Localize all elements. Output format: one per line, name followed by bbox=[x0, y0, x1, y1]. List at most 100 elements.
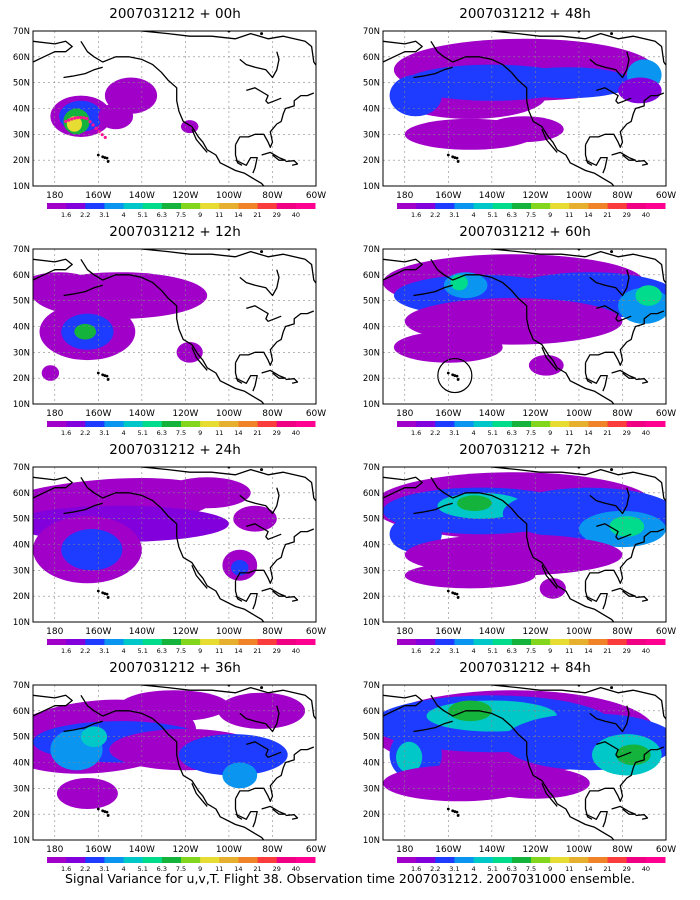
coastlines bbox=[33, 249, 316, 404]
colorbar: 1.6 2.2 3.1 4 5.1 6.3 7.5 9 11 14 21 29 40 bbox=[397, 421, 666, 436]
lat-label: 40N bbox=[13, 323, 30, 333]
colorbar-level-label: 2.2 bbox=[430, 647, 440, 654]
lat-label: 10N bbox=[363, 400, 380, 410]
map-panel-60h: 2007031212 + 60h 70N 60N 50N 40N 30N 20N 10N 180… bbox=[350, 218, 700, 436]
lat-label: 10N bbox=[363, 836, 380, 846]
colorbar-level-label: 11 bbox=[565, 429, 573, 436]
colorbar-level-label: 7.5 bbox=[526, 429, 536, 436]
colorbar-level-label: 9 bbox=[548, 865, 552, 872]
lon-label: 80W bbox=[262, 845, 282, 855]
coastlines bbox=[383, 685, 666, 840]
colorbar-level-label: 9 bbox=[198, 429, 202, 436]
lon-label: 180 bbox=[396, 409, 413, 419]
lat-label: 60N bbox=[363, 271, 380, 281]
lon-label: 80W bbox=[262, 627, 282, 637]
colorbar-level-label: 11 bbox=[215, 211, 223, 218]
lon-label: 80W bbox=[612, 845, 632, 855]
lon-label: 180 bbox=[46, 845, 63, 855]
map-panel-72h: 2007031212 + 72h 70N 60N 50N 40N 30N 20N 10N 180… bbox=[350, 436, 700, 654]
colorbar-level-label: 2.2 bbox=[430, 211, 440, 218]
lon-label: 60W bbox=[656, 409, 676, 419]
colorbar-level-label: 7.5 bbox=[176, 429, 186, 436]
colorbar-level-label: 21 bbox=[253, 211, 261, 218]
lat-label: 70N bbox=[363, 681, 380, 691]
colorbar-level-label: 14 bbox=[234, 647, 242, 654]
coastlines bbox=[33, 685, 316, 840]
panel-title: 2007031212 + 84h bbox=[459, 660, 591, 676]
lon-label: 120W bbox=[172, 191, 198, 201]
lon-label: 160W bbox=[435, 191, 461, 201]
colorbar-level-label: 3.1 bbox=[449, 865, 459, 872]
colorbar-level-label: 2.2 bbox=[80, 865, 90, 872]
colorbar-level-label: 1.6 bbox=[411, 211, 421, 218]
colorbar-level-label: 1.6 bbox=[411, 429, 421, 436]
colorbar-level-label: 2.2 bbox=[80, 647, 90, 654]
colorbar-level-label: 29 bbox=[273, 211, 281, 218]
lon-label: 100W bbox=[566, 627, 592, 637]
graticule bbox=[33, 685, 316, 840]
map-panel-24h: 2007031212 + 24h 70N 60N 50N 40N 30N 20N 10N 180… bbox=[0, 436, 350, 654]
figure-caption: Signal Variance for u,v,T. Flight 38. Ob… bbox=[65, 871, 635, 886]
colorbar-level-label: 6.3 bbox=[507, 211, 517, 218]
variance-map: 70N 60N 50N 40N 30N 20N 10N 180 160W 140W 120W 100W… bbox=[13, 245, 326, 436]
panel-title: 2007031212 + 12h bbox=[109, 224, 241, 240]
lat-label: 70N bbox=[363, 27, 380, 37]
lat-label: 70N bbox=[13, 27, 30, 37]
lon-label: 180 bbox=[46, 191, 63, 201]
flight-track bbox=[64, 115, 107, 140]
lat-label: 50N bbox=[363, 79, 380, 89]
lat-label: 10N bbox=[363, 182, 380, 192]
lat-label: 40N bbox=[363, 541, 380, 551]
colorbar-level-label: 9 bbox=[198, 647, 202, 654]
colorbar-level-label: 4 bbox=[122, 211, 126, 218]
colorbar-level-label: 40 bbox=[642, 211, 650, 218]
colorbar: 1.6 2.2 3.1 4 5.1 6.3 7.5 9 11 14 21 29 40 bbox=[47, 857, 316, 872]
colorbar-level-label: 6.3 bbox=[157, 647, 167, 654]
graticule bbox=[33, 31, 316, 186]
colorbar-level-label: 21 bbox=[603, 429, 611, 436]
colorbar-level-label: 6.3 bbox=[507, 647, 517, 654]
colorbar-level-label: 6.3 bbox=[157, 865, 167, 872]
variance-map: 70N 60N 50N 40N 30N 20N 10N 180 160W 140W 120W 100W… bbox=[363, 27, 676, 218]
colorbar-level-label: 2.2 bbox=[430, 429, 440, 436]
coastlines bbox=[383, 31, 666, 186]
colorbar-level-label: 40 bbox=[642, 865, 650, 872]
colorbar-level-label: 40 bbox=[292, 429, 300, 436]
lat-label: 40N bbox=[13, 759, 30, 769]
variance-field bbox=[383, 690, 666, 802]
lon-label: 140W bbox=[129, 191, 155, 201]
lat-label: 20N bbox=[13, 374, 30, 384]
lon-label: 60W bbox=[656, 845, 676, 855]
lat-label: 20N bbox=[363, 156, 380, 166]
variance-map: 70N 60N 50N 40N 30N 20N 10N 180 160W 140W 120W 100W… bbox=[363, 245, 676, 436]
panel-title: 2007031212 + 24h bbox=[109, 442, 241, 458]
colorbar-level-label: 9 bbox=[548, 429, 552, 436]
colorbar-level-label: 21 bbox=[603, 211, 611, 218]
lat-label: 70N bbox=[13, 463, 30, 473]
lon-label: 180 bbox=[46, 409, 63, 419]
lat-label: 20N bbox=[363, 810, 380, 820]
variance-field bbox=[383, 472, 666, 599]
variance-map: 70N 60N 50N 40N 30N 20N 10N 180 160W 140W 120W 100W… bbox=[13, 463, 326, 654]
lon-label: 80W bbox=[262, 191, 282, 201]
colorbar-level-label: 1.6 bbox=[411, 865, 421, 872]
lon-label: 80W bbox=[262, 409, 282, 419]
colorbar-level-label: 4 bbox=[472, 647, 476, 654]
variance-field bbox=[33, 272, 208, 381]
lon-label: 100W bbox=[566, 845, 592, 855]
colorbar-level-label: 2.2 bbox=[430, 865, 440, 872]
lon-label: 140W bbox=[129, 627, 155, 637]
lon-label: 60W bbox=[656, 191, 676, 201]
lat-label: 20N bbox=[13, 592, 30, 602]
lat-label: 60N bbox=[13, 707, 30, 717]
lon-label: 80W bbox=[612, 409, 632, 419]
coastlines bbox=[383, 249, 666, 404]
colorbar-level-label: 5.1 bbox=[488, 211, 498, 218]
graticule bbox=[383, 249, 666, 404]
lat-label: 30N bbox=[363, 566, 380, 576]
colorbar-level-label: 11 bbox=[215, 429, 223, 436]
lon-label: 120W bbox=[522, 845, 548, 855]
lat-label: 30N bbox=[13, 348, 30, 358]
colorbar-level-label: 7.5 bbox=[526, 211, 536, 218]
colorbar-level-label: 14 bbox=[234, 865, 242, 872]
